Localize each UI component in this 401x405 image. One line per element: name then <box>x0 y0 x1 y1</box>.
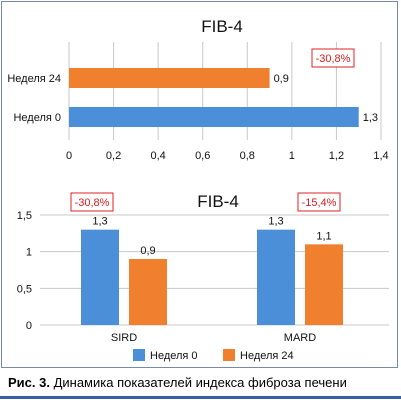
chart1-category-label: Неделя 24 <box>7 73 61 85</box>
legend-swatch <box>133 349 145 361</box>
caption-label: Рис. 3. <box>8 375 50 390</box>
chart2-bar <box>81 229 119 325</box>
chart2-bar <box>257 229 295 325</box>
chart1-bar <box>69 68 270 88</box>
chart2-bar <box>129 259 167 325</box>
chart-vertical-fib4: FIB-4 1,3 0,9 1,3 1,1 0 0,5 1 1,5 SIRD MARD -30… <box>17 192 389 362</box>
chart1-x-tick-label: 1 <box>289 150 295 162</box>
chart2-categories: SIRD MARD <box>111 332 316 344</box>
figure-svg: FIB-4 0,9 1,3 0 0,2 0,4 0,6 0,8 1 1,2 1,4 Неделя… <box>7 17 389 362</box>
chart2-title: FIB-4 <box>197 192 239 211</box>
chart1-annotation: -30,8% <box>316 53 351 65</box>
chart1-x-tick-label: 0,6 <box>195 150 210 162</box>
chart2-legend: Неделя 0 Неделя 24 <box>133 349 294 362</box>
chart2-annotation-badge-sird: -30,8% <box>70 192 114 212</box>
figure-caption: Рис. 3. Динамика показателей индекса фиб… <box>8 375 393 390</box>
chart1-category-label: Неделя 0 <box>13 112 61 124</box>
chart1-x-tick-label: 0,8 <box>240 150 255 162</box>
chart2-bar <box>305 244 343 325</box>
chart1-annotation-badge: -30,8% <box>311 48 355 68</box>
chart2-y-tick-label: 1,5 <box>17 210 32 222</box>
chart1-x-tick-label: 1,4 <box>373 150 388 162</box>
chart2-y-ticks: 0 0,5 1 1,5 <box>17 210 32 332</box>
chart1-categories: Неделя 24 Неделя 0 <box>7 73 61 124</box>
chart2-annotation-badge-mard: -15,4% <box>297 192 341 212</box>
caption-text: Динамика показателей индекса фиброза печ… <box>49 375 347 390</box>
chart2-value-label: 1,3 <box>268 216 283 228</box>
chart1-x-tick-label: 0,4 <box>150 150 165 162</box>
chart1-x-tick-label: 0 <box>66 150 72 162</box>
chart1-title: FIB-4 <box>201 17 243 36</box>
chart1-x-tick-label: 0,2 <box>106 150 121 162</box>
chart1-bars: 0,9 1,3 <box>69 68 378 127</box>
chart2-value-label: 0,9 <box>140 245 155 257</box>
chart2-annotation-sird: -30,8% <box>75 197 110 209</box>
chart1-value-label: 0,9 <box>274 73 289 85</box>
legend-label: Неделя 0 <box>150 350 198 362</box>
legend-label: Неделя 24 <box>240 350 294 362</box>
chart2-category-label: MARD <box>284 332 316 344</box>
chart2-value-label: 1,3 <box>92 216 107 228</box>
chart2-bars: 1,3 0,9 1,3 1,1 <box>81 216 343 325</box>
chart1-x-tick-label: 1,2 <box>329 150 344 162</box>
chart2-annotation-mard: -15,4% <box>302 197 337 209</box>
chart1-x-ticks: 0 0,2 0,4 0,6 0,8 1 1,2 1,4 <box>66 150 389 162</box>
bottom-rule <box>0 396 401 399</box>
chart2-y-tick-label: 1 <box>26 247 32 259</box>
chart2-category-label: SIRD <box>111 332 137 344</box>
chart2-value-label: 1,1 <box>316 230 331 242</box>
figure-frame: FIB-4 0,9 1,3 0 0,2 0,4 0,6 0,8 1 1,2 1,4 Неделя… <box>1 1 398 368</box>
chart1-bar <box>69 107 359 127</box>
chart2-y-tick-label: 0,5 <box>17 283 32 295</box>
legend-swatch <box>223 349 235 361</box>
chart2-y-tick-label: 0 <box>26 320 32 332</box>
chart1-value-label: 1,3 <box>363 112 378 124</box>
chart-horizontal-fib4: FIB-4 0,9 1,3 0 0,2 0,4 0,6 0,8 1 1,2 1,4 Неделя… <box>7 17 388 162</box>
